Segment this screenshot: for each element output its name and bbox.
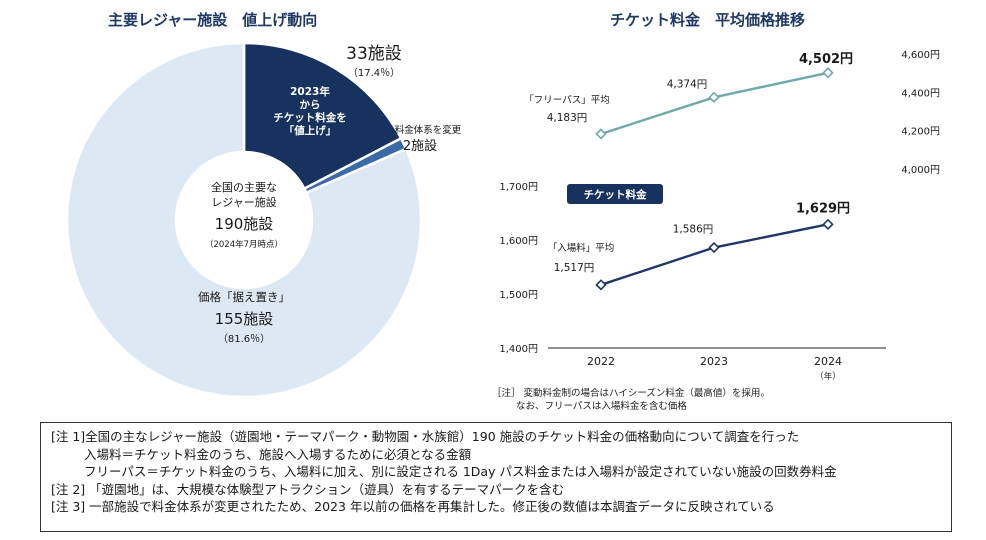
entry-fee-point — [708, 241, 720, 254]
free-pass-series-name: 「フリーパス」平均 — [524, 94, 609, 106]
pie-center-date: （2024年7月時点） — [205, 239, 283, 250]
right-axis-tick-label: 4,200円 — [901, 127, 940, 138]
right-axis-tick-label: 4,400円 — [901, 88, 940, 99]
note-1-free-pass: フリーパス＝チケット料金のうち、入場料に加え、別に設定される 1Day パス料金… — [84, 464, 837, 480]
entry-fee-value-label: 1,517円 — [554, 262, 595, 274]
pie-raise-label-line-3: チケット料金を — [273, 111, 347, 124]
pie-center-count: 190施設 — [215, 215, 274, 233]
entry-fee-point — [822, 218, 834, 230]
x-axis-unit: （年） — [815, 371, 841, 382]
x-axis-tick-label: 2022 — [587, 355, 615, 368]
entry-fee-line — [600, 223, 829, 286]
entry-fee-point — [595, 279, 607, 291]
free-pass-value-label: 4,183円 — [547, 112, 588, 124]
pie-keep-label: 価格「据え置き」 — [198, 290, 290, 304]
pie-keep-percent: （81.6％） — [218, 333, 270, 345]
entry-fee-value-label: 1,586円 — [673, 224, 714, 236]
free-pass-point — [708, 91, 720, 103]
charts-canvas: 全国の主要なレジャー施設190施設（2024年7月時点）2023年からチケット料… — [65, 41, 940, 399]
pie-center-line-1: 全国の主要な — [211, 180, 277, 194]
entry-fee-series-name: 「入場料」平均 — [548, 242, 615, 254]
notes-box: [注 1]全国の主なレジャー施設（遊園地・テーマパーク・動物園・水族館）190 … — [40, 422, 952, 532]
pie-raise-percent: （17.4％） — [348, 67, 400, 79]
pie-slice-raise — [242, 41, 403, 191]
free-pass-point — [822, 67, 834, 79]
pie-raise-label-line-4: 「値上げ」 — [284, 124, 337, 137]
pie-raise-label-line-2: から — [300, 99, 321, 111]
free-pass-point — [595, 128, 607, 140]
note-1-entry-fee: 入場料＝チケット料金のうち、施設へ入場するために必須となる金額 — [84, 446, 472, 462]
note-2: [注 2] 「遊園地」は、大規模な体験型アトラクション（遊具）を有するテーマパー… — [51, 481, 565, 497]
pie-change-count: 2施設 — [403, 138, 437, 154]
free-pass-value-label: 4,374円 — [667, 78, 708, 90]
right-axis-tick-label: 4,600円 — [901, 50, 940, 61]
pie-change-label: 料金体系を変更 — [395, 124, 462, 136]
ticket-fee-badge — [567, 184, 663, 204]
pie-chart-title: 主要レジャー施設 値上げ動向 — [108, 11, 318, 29]
pie-raise-label-line-1: 2023年 — [290, 85, 330, 98]
pie-raise-count: 33施設 — [346, 44, 402, 64]
free-pass-line — [600, 71, 829, 136]
line-chart-title: チケット料金 平均価格推移 — [610, 11, 806, 29]
chart-footnote-line-2: なお、フリーパスは入場料金を含む価格 — [516, 401, 687, 412]
left-axis-tick-label: 1,400円 — [499, 344, 538, 355]
ticket-fee-badge-label: チケット料金 — [584, 188, 647, 201]
x-axis-tick-label: 2023 — [700, 355, 728, 368]
pie-slice-keep — [65, 41, 423, 399]
left-axis-tick-label: 1,700円 — [499, 182, 538, 193]
free-pass-value-label: 4,502円 — [799, 52, 853, 67]
chart-footnote: ［注］ 変動料金制の場合はハイシーズン料金（最高値）を採用。 なお、フリーパスは… — [492, 387, 770, 413]
pie-keep-count: 155施設 — [215, 310, 274, 328]
left-axis-tick-label: 1,500円 — [499, 290, 538, 301]
pie-center-line-2: レジャー施設 — [211, 195, 276, 209]
left-axis-tick-label: 1,600円 — [499, 236, 538, 247]
entry-fee-value-label: 1,629円 — [796, 201, 850, 216]
chart-footnote-line-1: ［注］ 変動料金制の場合はハイシーズン料金（最高値）を採用。 — [492, 388, 770, 399]
x-axis-tick-label: 2024 — [814, 355, 842, 368]
right-axis-tick-label: 4,000円 — [901, 165, 940, 176]
note-1: [注 1]全国の主なレジャー施設（遊園地・テーマパーク・動物園・水族館）190 … — [51, 429, 800, 444]
note-3: [注 3] 一部施設で料金体系が変更されたため、2023 年以前の価格を再集計し… — [51, 499, 775, 515]
